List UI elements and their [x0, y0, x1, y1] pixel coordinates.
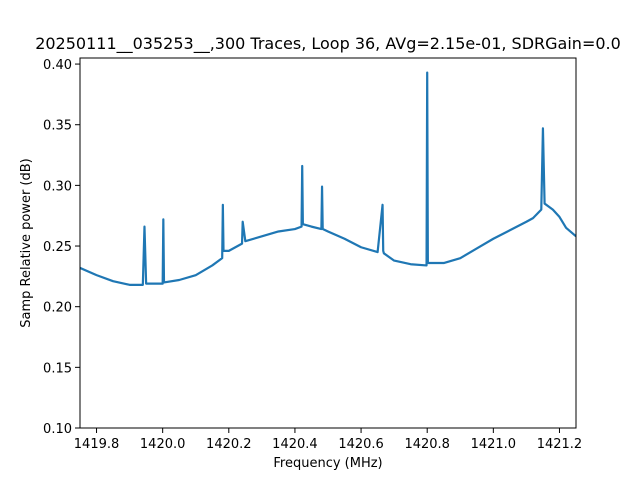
y-tick-label: 0.30: [43, 179, 72, 194]
y-tick-label: 0.20: [43, 301, 72, 316]
y-axis-label: Samp Relative power (dB): [19, 158, 34, 327]
plot-area: [80, 71, 576, 286]
x-tick-label: 1421.2: [537, 437, 583, 452]
y-tick-label: 0.10: [43, 422, 72, 437]
series-line-0: [80, 71, 576, 286]
x-tick-label: 1419.8: [74, 437, 120, 452]
axes-frame: [79, 57, 577, 429]
chart-title: 20250111__035253__,300 Traces, Loop 36, …: [35, 34, 621, 54]
x-tick-label: 1421.0: [471, 437, 517, 452]
x-tick-label: 1420.0: [140, 437, 186, 452]
x-tick-label: 1420.2: [206, 437, 252, 452]
x-tick-label: 1420.4: [272, 437, 318, 452]
y-tick-label: 0.35: [43, 119, 72, 134]
x-tick-label: 1420.8: [404, 437, 450, 452]
y-axis: 0.10 0.15 0.20 0.25 0.30 0.35 0.40: [43, 58, 80, 437]
x-tick-label: 1420.6: [338, 437, 384, 452]
y-tick-label: 0.15: [43, 361, 72, 376]
y-tick-label: 0.40: [43, 58, 72, 73]
x-axis-label: Frequency (MHz): [273, 456, 382, 471]
y-tick-label: 0.25: [43, 240, 72, 255]
x-axis: 1419.8 1420.0 1420.2 1420.4 1420.6 1420.8 1421…: [74, 428, 582, 452]
